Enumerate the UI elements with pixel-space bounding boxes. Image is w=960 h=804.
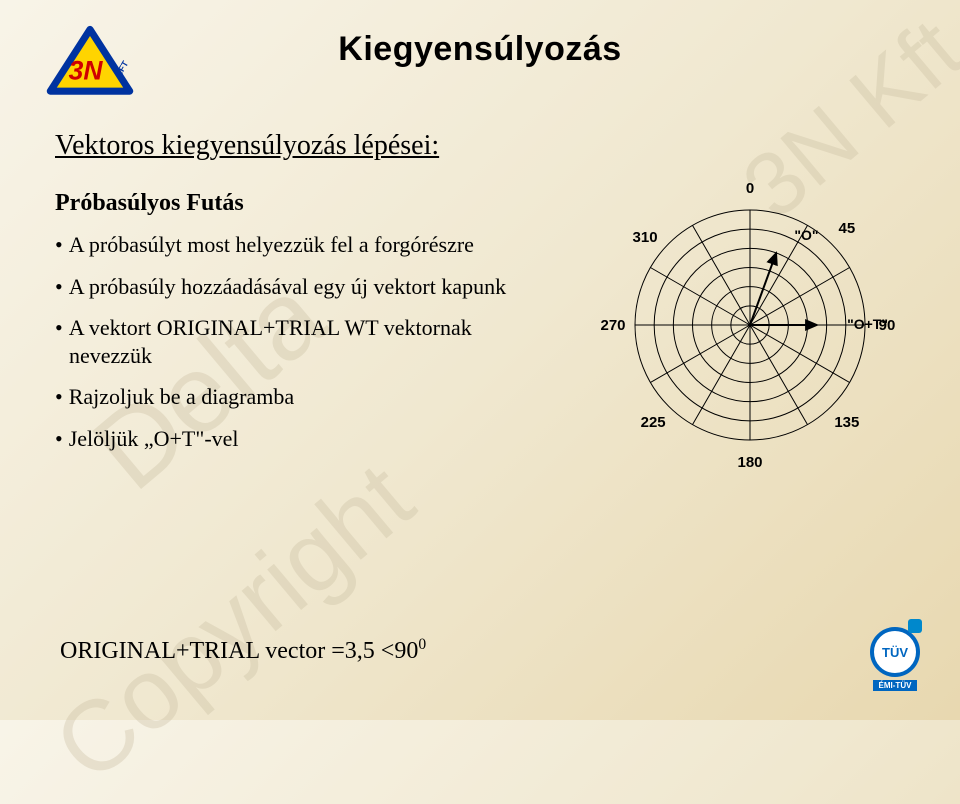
svg-text:180: 180	[737, 454, 762, 471]
result-text: ORIGINAL+TRIAL vector =3,5 <90	[60, 638, 418, 664]
bullet-item: A próbasúly hozzáadásával egy új vektort…	[55, 273, 525, 301]
svg-text:"O": "O"	[794, 227, 818, 243]
watermark-text: Copyright	[33, 441, 435, 804]
subtitle: Vektoros kiegyensúlyozás lépései:	[55, 130, 525, 162]
bullet-item: Jelöljük „O+T"-vel	[55, 425, 525, 453]
bullet-item: Rajzoljuk be a diagramba	[55, 383, 525, 411]
svg-text:45: 45	[839, 220, 856, 237]
svg-text:135: 135	[834, 414, 859, 431]
result-line: ORIGINAL+TRIAL vector =3,5 <900	[60, 636, 426, 665]
tuv-circle: TÜV	[870, 627, 920, 677]
polar-chart: 04590135180225270310"O""O+T"	[580, 155, 920, 495]
bullet-item: A vektort ORIGINAL+TRIAL WT vektornak ne…	[55, 314, 525, 369]
section-heading: Próbasúlyos Futás	[55, 190, 525, 217]
svg-text:0: 0	[746, 180, 754, 197]
page-title: Kiegyensúlyozás	[0, 30, 960, 69]
tuv-bar: ÉMI-TÜV	[873, 680, 918, 691]
svg-text:225: 225	[641, 414, 666, 431]
svg-text:270: 270	[600, 317, 625, 334]
content-block: Vektoros kiegyensúlyozás lépései: Próbas…	[55, 130, 525, 466]
result-superscript: 0	[418, 636, 426, 653]
bullet-item: A próbasúlyt most helyezzük fel a forgór…	[55, 231, 525, 259]
tuv-logo: TÜV ÉMI-TÜV	[855, 627, 935, 702]
svg-text:"O+T": "O+T"	[847, 316, 888, 332]
tuv-text: TÜV	[882, 645, 908, 660]
svg-text:310: 310	[633, 229, 658, 246]
tuv-dot	[908, 619, 922, 633]
